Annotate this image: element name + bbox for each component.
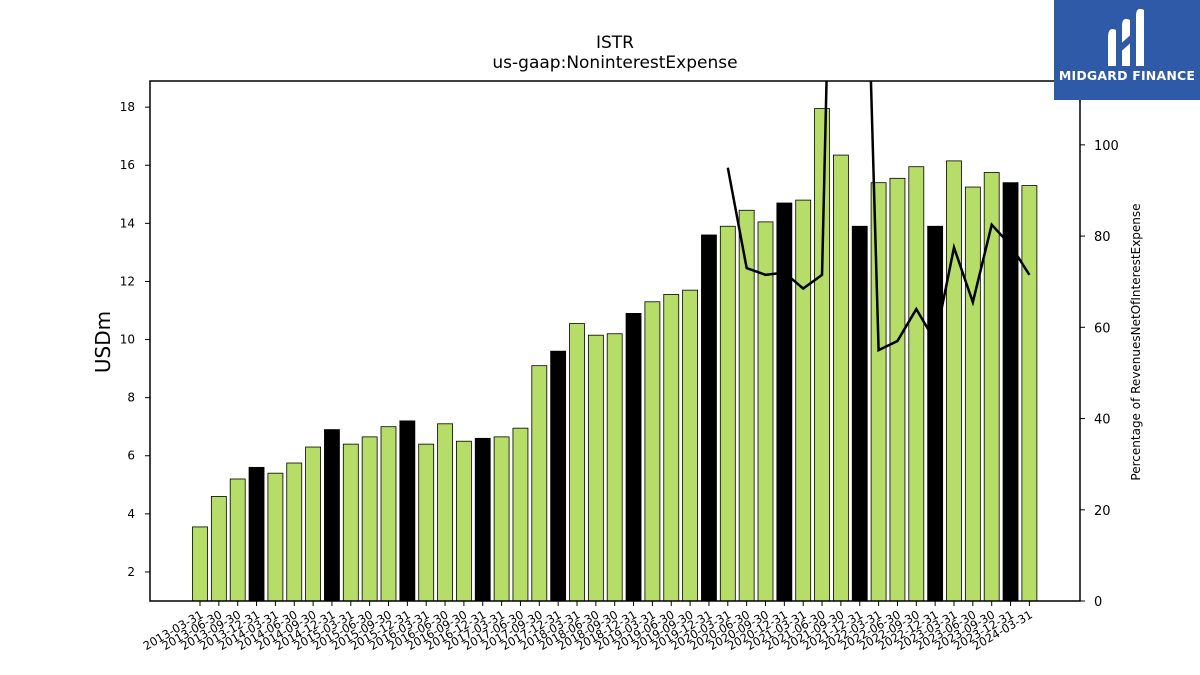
bar: [474, 437, 491, 602]
bar: [437, 423, 453, 602]
y-tick-label: 6: [127, 449, 135, 463]
bar: [606, 333, 623, 602]
bar: [719, 225, 736, 602]
y2-tick-label: 80: [1094, 230, 1111, 245]
logo-text: MIDGARD FINANCE: [1058, 68, 1196, 83]
bar: [210, 496, 227, 602]
bar: [305, 446, 322, 602]
bar: [531, 365, 548, 602]
ratio-line: [726, 81, 1031, 353]
bar: [569, 323, 585, 602]
y-tick-label: 2: [127, 565, 135, 579]
bar: [493, 436, 510, 602]
bar: [342, 443, 359, 602]
bar: [889, 177, 906, 602]
y2-tick-label: 0: [1094, 595, 1102, 610]
y-tick-label: 14: [120, 216, 135, 230]
bar: [229, 478, 246, 602]
bar: [682, 289, 698, 602]
bar: [927, 225, 944, 602]
logo-icon: [1108, 8, 1144, 66]
bar: [324, 429, 340, 602]
bar: [286, 462, 303, 602]
bar: [908, 166, 925, 602]
bar: [455, 440, 472, 602]
bar: [192, 526, 208, 602]
logo: MIDGARD FINANCE: [1054, 0, 1200, 100]
bar: [833, 154, 849, 602]
chart-title: ISTR: [596, 33, 634, 53]
y-tick-label: 12: [120, 274, 135, 288]
bar: [361, 436, 378, 602]
y2-tick-label: 60: [1094, 321, 1111, 336]
y-tick-label: 4: [127, 507, 135, 521]
y2-tick-label: 20: [1094, 504, 1111, 519]
bar: [757, 221, 774, 602]
bar: [663, 294, 680, 602]
y-tick-label: 8: [127, 391, 135, 405]
y2-axis-label: Percentage of RevenuesNetOfInterestExpen…: [1129, 203, 1143, 480]
bar: [380, 426, 397, 602]
bar: [870, 182, 887, 602]
bar: [983, 172, 1000, 602]
bar: [418, 443, 435, 602]
bar: [248, 466, 265, 602]
y-axis-label: USDm: [91, 311, 115, 373]
bar: [946, 160, 962, 602]
bar: [587, 334, 604, 602]
y-tick-label: 16: [120, 158, 135, 172]
bar: [964, 186, 981, 602]
y-tick-label: 10: [120, 333, 135, 347]
bar: [776, 202, 793, 602]
bar: [1021, 185, 1038, 602]
chart-subtitle: us-gaap:NoninterestExpense: [492, 53, 737, 73]
bar: [795, 199, 812, 602]
y2-tick-label: 100: [1094, 139, 1119, 154]
bar: [399, 420, 416, 602]
bars: [192, 108, 1038, 602]
bar: [267, 472, 284, 602]
bar: [701, 234, 717, 602]
bar: [814, 108, 830, 602]
bar: [512, 427, 529, 602]
bar: [550, 350, 567, 602]
bar: [851, 225, 868, 602]
line-layer: [726, 81, 1031, 353]
y-tick-label: 18: [120, 100, 135, 114]
bar: [644, 301, 661, 602]
bar: [625, 312, 642, 602]
y2-tick-label: 40: [1094, 413, 1111, 428]
